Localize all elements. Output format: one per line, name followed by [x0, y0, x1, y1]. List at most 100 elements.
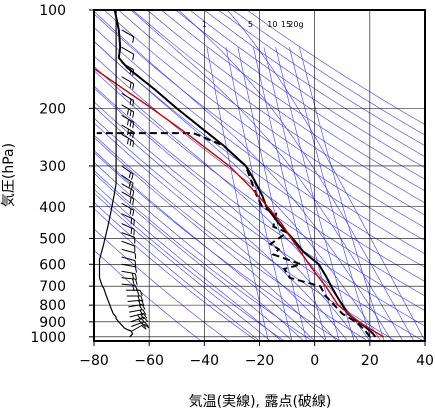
mixing-ratio-line [206, 47, 269, 341]
wind-barb [121, 213, 135, 226]
moist-adiabat [94, 172, 293, 341]
x-axis-title: 気温(実線), 露点(破線) [189, 394, 332, 410]
wind-barb [121, 183, 135, 197]
wind-barb [121, 256, 137, 267]
wind-barb [131, 321, 149, 328]
wind-barb [121, 114, 135, 129]
wind-barb [121, 133, 135, 148]
wind-barb [126, 295, 144, 302]
moist-adiabat [94, 182, 282, 341]
wind-barb [121, 202, 135, 217]
wind-barb [121, 46, 135, 61]
wind-barb [121, 232, 136, 244]
x-tick-label: −20 [245, 353, 275, 369]
dry-adiabat [94, 208, 257, 341]
mixing-ratio-line [275, 47, 355, 341]
wind-barb [121, 263, 137, 273]
wind-barb [129, 309, 147, 316]
x-tick-label: −80 [79, 353, 109, 369]
y-tick-label: 800 [39, 298, 66, 314]
dry-adiabat [94, 151, 341, 341]
dry-adiabat [94, 117, 396, 341]
dry-adiabat [175, 10, 425, 180]
dry-adiabat [246, 10, 425, 125]
wind-barb [121, 240, 136, 253]
mixing-ratio-line [299, 47, 385, 341]
y-tick-label: 300 [39, 159, 66, 175]
y-tick-label: 900 [39, 315, 66, 331]
dry-adiabat [161, 10, 425, 192]
moist-adiabat [94, 40, 382, 341]
mixing-ratio-label: 15 [281, 20, 291, 29]
moist-adiabat [94, 161, 304, 341]
wind-barb [126, 289, 143, 296]
y-tick-label: 200 [39, 101, 66, 117]
moist-adiabat [178, 10, 415, 341]
dry-adiabat [94, 228, 229, 341]
wind-barb [121, 277, 138, 285]
wind-profile-line [98, 10, 134, 338]
wind-barbs [98, 10, 150, 338]
moist-adiabat [94, 192, 271, 341]
x-tick-label: −60 [134, 353, 164, 369]
wind-barb [131, 323, 150, 332]
wind-barb [130, 316, 149, 325]
wind-barb [121, 104, 135, 118]
y-tick-label: 400 [39, 200, 66, 216]
moist-adiabat [94, 65, 371, 341]
dry-adiabat [94, 101, 424, 341]
moist-adiabat [227, 10, 425, 341]
dry-adiabat [189, 10, 425, 169]
wind-barb [121, 283, 138, 292]
y-tick-label: 1000 [30, 330, 66, 346]
x-tick-label: 20 [361, 353, 379, 369]
mixing-ratio-line [289, 47, 372, 341]
mixing-ratio-label: 20g [288, 20, 303, 29]
series-layer [94, 10, 384, 338]
moist-adiabat [94, 136, 326, 341]
wind-barb [121, 165, 134, 180]
dry-adiabat [118, 10, 425, 229]
y-axis-title: 気圧(hPa) [1, 143, 17, 207]
x-tick-label: −40 [190, 353, 220, 369]
moist-adiabat [130, 10, 404, 341]
x-tick-label: 0 [310, 353, 319, 369]
y-tick-label: 500 [39, 231, 66, 247]
wind-barb [128, 304, 146, 311]
wind-barb [121, 174, 134, 190]
y-tick-label: 700 [39, 279, 66, 295]
wind-barb [121, 76, 135, 90]
dewpoint-line [96, 132, 371, 338]
dry-adiabat [218, 10, 425, 147]
wind-barb [121, 92, 135, 107]
wind-barb [121, 191, 135, 205]
moist-adiabat [94, 10, 393, 341]
mixing-ratio-line [225, 47, 293, 341]
x-tick-label: 40 [416, 353, 434, 369]
wind-barb [121, 29, 135, 43]
wind-barb [121, 124, 135, 139]
y-tick-label: 100 [39, 3, 66, 19]
background-lines [94, 10, 425, 341]
mixing-ratio-label: 1 [202, 20, 207, 29]
dry-adiabat [146, 10, 425, 204]
dry-adiabat [94, 13, 425, 255]
dry-adiabat [94, 85, 425, 327]
wind-barb [121, 248, 137, 259]
x-axis-ticks: −80 −60 −40 −20 0 20 40 [79, 341, 434, 369]
dry-adiabat [94, 188, 285, 341]
dry-adiabat [132, 10, 425, 216]
mixing-ratio-line [263, 47, 340, 341]
moist-adiabat [94, 87, 360, 341]
mixing-ratio-label: 5 [248, 20, 253, 29]
dry-adiabat [103, 10, 425, 241]
dry-adiabat [94, 70, 425, 312]
wind-barb [121, 270, 137, 280]
wind-barb [121, 223, 135, 236]
dry-adiabat [94, 249, 202, 341]
dry-adiabat [94, 55, 425, 297]
moist-adiabat [94, 201, 260, 341]
